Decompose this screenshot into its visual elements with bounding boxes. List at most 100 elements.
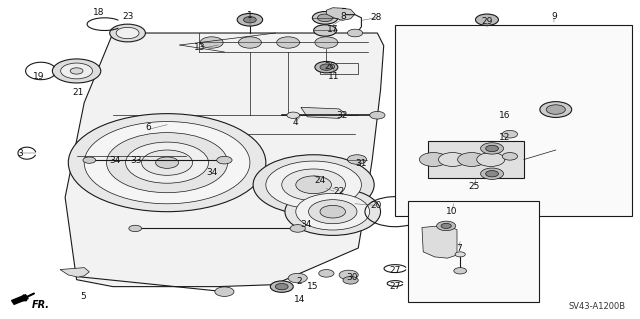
Text: 2: 2: [297, 277, 303, 286]
Circle shape: [476, 14, 499, 26]
Circle shape: [116, 27, 139, 39]
Circle shape: [477, 152, 505, 167]
Text: 9: 9: [551, 12, 557, 21]
Text: 19: 19: [33, 72, 44, 81]
Circle shape: [540, 102, 572, 117]
Text: 28: 28: [371, 13, 382, 22]
Circle shape: [285, 188, 381, 235]
Circle shape: [83, 157, 96, 163]
Circle shape: [106, 133, 228, 193]
Circle shape: [458, 152, 486, 167]
Circle shape: [339, 270, 358, 280]
Text: 13: 13: [195, 43, 206, 52]
Circle shape: [125, 142, 209, 183]
Circle shape: [70, 68, 83, 74]
Text: 7: 7: [456, 244, 462, 253]
Circle shape: [481, 168, 504, 179]
Circle shape: [315, 37, 338, 48]
Text: SV43-A1200B: SV43-A1200B: [569, 302, 626, 311]
Text: 30: 30: [346, 273, 358, 282]
Circle shape: [253, 155, 374, 215]
Text: 3: 3: [18, 149, 24, 158]
Text: 21: 21: [72, 88, 84, 97]
Text: 24: 24: [314, 175, 326, 185]
Circle shape: [276, 37, 300, 48]
Text: 12: 12: [499, 133, 511, 142]
Circle shape: [129, 225, 141, 232]
Text: 11: 11: [328, 72, 339, 81]
Text: 34: 34: [109, 156, 120, 165]
Circle shape: [290, 225, 305, 232]
Text: 6: 6: [145, 123, 151, 132]
Circle shape: [287, 112, 300, 118]
Text: 29: 29: [481, 18, 493, 26]
Text: 15: 15: [307, 282, 318, 291]
Text: 16: 16: [499, 111, 511, 120]
Circle shape: [84, 122, 250, 204]
Polygon shape: [60, 268, 90, 277]
Text: 32: 32: [337, 111, 348, 120]
Circle shape: [441, 223, 451, 228]
Circle shape: [288, 273, 307, 283]
Circle shape: [481, 143, 504, 154]
Circle shape: [239, 37, 261, 48]
Circle shape: [348, 29, 363, 37]
Text: 10: 10: [446, 207, 458, 216]
Circle shape: [61, 63, 93, 79]
Bar: [428, 141, 524, 178]
Circle shape: [317, 14, 333, 22]
Circle shape: [315, 62, 338, 73]
Text: 31: 31: [356, 159, 367, 168]
Text: 8: 8: [340, 12, 346, 21]
Circle shape: [217, 156, 232, 164]
Circle shape: [68, 114, 266, 212]
Polygon shape: [12, 295, 28, 304]
Text: 14: 14: [294, 295, 305, 304]
Circle shape: [455, 252, 465, 257]
Circle shape: [486, 145, 499, 152]
Circle shape: [308, 200, 357, 224]
Circle shape: [419, 152, 447, 167]
Circle shape: [244, 17, 256, 23]
Text: 17: 17: [327, 25, 339, 34]
Polygon shape: [326, 8, 355, 20]
Circle shape: [343, 277, 358, 284]
Text: 27: 27: [390, 266, 401, 275]
Text: 25: 25: [468, 182, 480, 191]
Text: 33: 33: [131, 156, 142, 165]
Text: 1: 1: [247, 11, 253, 20]
Circle shape: [266, 161, 362, 209]
Circle shape: [486, 171, 499, 177]
Text: 23: 23: [122, 12, 133, 21]
Text: 20: 20: [371, 201, 382, 210]
Bar: [408, 201, 539, 302]
Circle shape: [215, 287, 234, 296]
Circle shape: [275, 284, 288, 290]
Circle shape: [320, 205, 346, 218]
Polygon shape: [65, 33, 384, 286]
Circle shape: [319, 270, 334, 277]
Circle shape: [454, 268, 467, 274]
Polygon shape: [422, 225, 457, 258]
Bar: [320, 63, 358, 74]
Circle shape: [314, 25, 337, 36]
Circle shape: [282, 169, 346, 201]
Circle shape: [52, 59, 100, 83]
Circle shape: [502, 152, 518, 160]
Text: 22: 22: [333, 187, 345, 196]
Text: 4: 4: [293, 118, 299, 127]
Polygon shape: [301, 107, 346, 118]
Circle shape: [502, 130, 518, 138]
Text: FR.: FR.: [32, 300, 50, 310]
Circle shape: [320, 64, 333, 70]
Bar: [395, 25, 632, 216]
Circle shape: [370, 111, 385, 119]
Text: 18: 18: [93, 8, 104, 17]
Circle shape: [296, 176, 332, 194]
Circle shape: [312, 11, 338, 24]
Circle shape: [237, 13, 262, 26]
Circle shape: [200, 37, 223, 48]
Circle shape: [141, 150, 193, 175]
Circle shape: [156, 157, 179, 168]
Circle shape: [546, 105, 565, 114]
